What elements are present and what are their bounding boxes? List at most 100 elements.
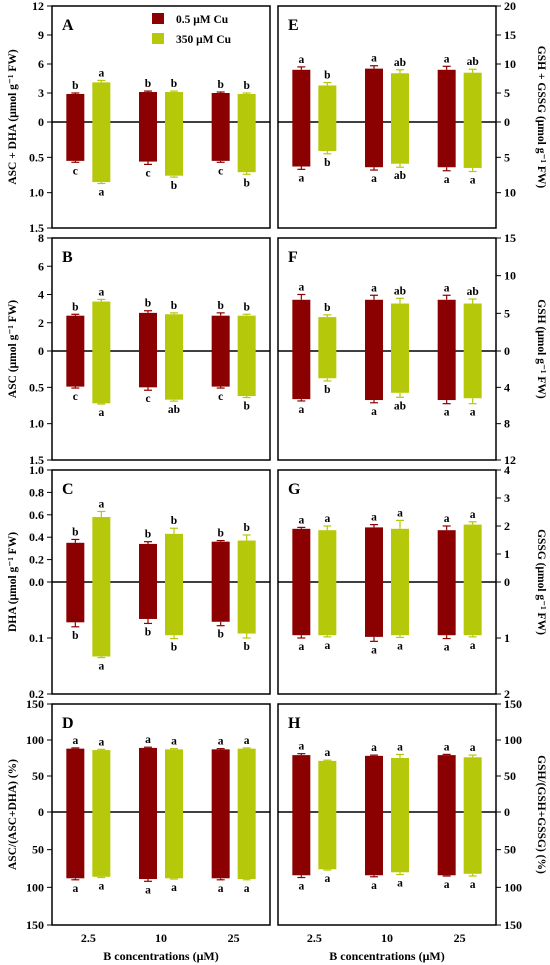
bar-F-top (391, 303, 409, 351)
y-axis-label-E: GSH + GSSG (μmol g⁻¹ FW) (535, 46, 547, 189)
significance-letter: b (72, 301, 78, 313)
bar-G-top (437, 530, 456, 582)
bar-H-bottom (318, 812, 337, 870)
bar-F-bottom (318, 351, 337, 379)
y-axis-label-D: ASC/(ASC+DHA) (%) (7, 759, 19, 870)
y-tick-label: 150 (504, 697, 522, 711)
panel-label-C: C (62, 481, 74, 498)
significance-letter: a (371, 512, 377, 524)
y-tick-label: 150 (504, 918, 522, 932)
y-tick-label: 0.6 (29, 508, 44, 522)
bar-F-bottom (391, 351, 409, 393)
significance-letter: b (145, 298, 151, 310)
bar-F-bottom (365, 351, 383, 401)
y-tick-label: 2 (38, 316, 44, 330)
significance-letter: a (470, 509, 476, 521)
significance-letter: a (298, 282, 304, 294)
panel-label-A: A (62, 17, 74, 34)
bar-E-top (437, 69, 456, 122)
significance-letter: a (298, 404, 304, 416)
bar-B-top (211, 315, 230, 351)
significance-letter: a (98, 67, 104, 79)
significance-letter: ab (394, 285, 406, 297)
significance-letter: b (243, 80, 249, 92)
significance-letter: a (98, 881, 104, 893)
bar-F-top (365, 299, 383, 351)
y-tick-label: 50 (32, 843, 44, 857)
significance-letter: b (217, 300, 223, 312)
significance-letter: a (145, 734, 151, 746)
bar-D-top (237, 748, 256, 812)
panel-frame-E (277, 5, 497, 229)
bar-A-bottom (92, 122, 111, 183)
significance-letter: ab (394, 57, 406, 69)
bar-G-bottom (437, 582, 456, 636)
legend-swatch (152, 13, 164, 24)
bar-A-top (66, 93, 85, 122)
significance-letter: c (73, 391, 78, 403)
significance-letter: c (73, 165, 78, 177)
bar-E-top (463, 72, 482, 122)
bar-E-top (365, 68, 383, 122)
significance-letter: a (98, 407, 104, 419)
y-tick-label: 10 (504, 269, 516, 283)
legend-swatch (152, 33, 164, 44)
significance-letter: b (171, 642, 177, 654)
significance-letter: c (145, 393, 150, 405)
panel-frame-D (51, 703, 271, 926)
significance-letter: b (145, 626, 151, 638)
y-tick-label: 0 (38, 115, 44, 129)
significance-letter: ab (467, 56, 479, 68)
bar-D-bottom (237, 812, 256, 880)
bar-E-bottom (437, 122, 456, 168)
bar-B-top (165, 314, 183, 351)
significance-letter: a (397, 878, 403, 890)
bar-B-top (237, 315, 256, 351)
significance-letter: a (444, 407, 450, 419)
significance-letter: b (217, 528, 223, 540)
panel-label-D: D (62, 715, 74, 732)
y-tick-label: 20 (504, 0, 516, 13)
y-tick-label: 50 (504, 843, 516, 857)
significance-letter: ab (168, 404, 180, 416)
significance-letter: a (371, 644, 377, 656)
significance-letter: a (371, 406, 377, 418)
bar-G-bottom (292, 582, 311, 636)
significance-letter: b (145, 529, 151, 541)
significance-letter: a (470, 174, 476, 186)
bar-C-bottom (237, 582, 256, 634)
bar-H-top (292, 755, 311, 812)
significance-letter: a (244, 883, 250, 895)
y-tick-label: 3 (504, 491, 510, 505)
significance-letter: b (324, 384, 330, 396)
y-axis-label-A: ASC + DHA (μmol g⁻¹ FW) (7, 49, 19, 185)
y-tick-label: 100 (26, 733, 44, 747)
bar-D-top (66, 748, 85, 812)
y-tick-label: 8 (504, 417, 510, 431)
y-axis-label-B: ASC (μmol g⁻¹ FW) (7, 300, 19, 398)
bar-C-bottom (139, 582, 157, 619)
significance-letter: b (324, 157, 330, 169)
significance-letter: a (470, 640, 476, 652)
bar-G-top (391, 528, 409, 582)
significance-letter: a (244, 735, 250, 747)
bar-A-bottom (211, 122, 230, 161)
bar-D-bottom (92, 812, 111, 877)
bar-A-bottom (165, 122, 183, 176)
significance-letter: a (397, 640, 403, 652)
significance-letter: a (470, 879, 476, 891)
significance-letter: b (145, 78, 151, 90)
y-tick-label: 12 (504, 453, 516, 467)
significance-letter: b (171, 515, 177, 527)
significance-letter: a (171, 882, 177, 894)
y-axis-label-C: DHA (μmol g⁻¹ FW) (7, 532, 19, 632)
bar-B-bottom (66, 351, 85, 387)
y-tick-label: 5 (504, 306, 510, 320)
y-tick-label: 2 (504, 687, 510, 701)
bar-C-bottom (66, 582, 85, 623)
y-tick-label: 0 (504, 344, 510, 358)
bar-F-top (318, 317, 337, 351)
significance-letter: a (298, 172, 304, 184)
significance-letter: a (397, 507, 403, 519)
